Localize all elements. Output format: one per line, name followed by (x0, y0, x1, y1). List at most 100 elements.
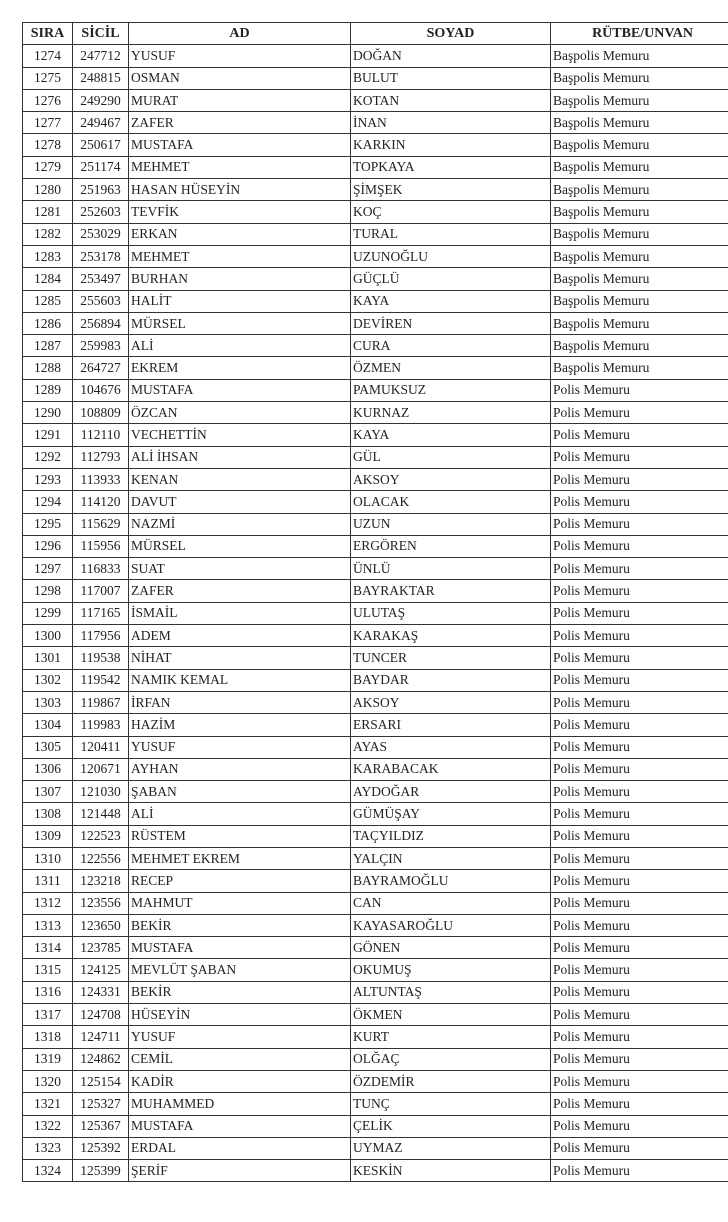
cell-soyad: ŞİMŞEK (350, 178, 551, 202)
cell-sira: 1296 (22, 534, 73, 559)
cell-rutbe: Başpolis Memuru (550, 111, 728, 135)
cell-ad: MURAT (128, 88, 351, 113)
table-row: 1316 124331 BEKİR ALTUNTAŞ Polis Memuru (22, 980, 728, 1005)
cell-sira: 1279 (22, 155, 73, 180)
cell-sira: 1302 (22, 668, 73, 692)
cell-ad: ÖZCAN (128, 401, 351, 425)
table-row: 1283 253178 MEHMET UZUNOĞLU Başpolis Memuru (22, 244, 728, 269)
cell-sira: 1281 (22, 200, 73, 224)
cell-sira: 1294 (22, 490, 73, 514)
cell-ad: YUSUF (128, 1025, 351, 1049)
cell-soyad: OKUMUŞ (350, 958, 551, 982)
cell-sicil: 117956 (72, 624, 129, 648)
cell-rutbe: Polis Memuru (550, 913, 728, 938)
cell-soyad: CURA (350, 334, 551, 358)
cell-rutbe: Polis Memuru (550, 401, 728, 425)
cell-ad: BEKİR (128, 913, 351, 938)
cell-ad: MEVLÜT ŞABAN (128, 958, 351, 982)
cell-soyad: BULUT (350, 66, 551, 90)
table-row: 1323 125392 ERDAL UYMAZ Polis Memuru (22, 1136, 728, 1161)
cell-soyad: KARABACAK (350, 757, 551, 782)
table-row: 1292 112793 ALİ İHSAN GÜL Polis Memuru (22, 445, 728, 469)
cell-sira: 1317 (22, 1003, 73, 1027)
cell-sira: 1298 (22, 579, 73, 603)
cell-soyad: ÜNLÜ (350, 557, 551, 581)
cell-rutbe: Başpolis Memuru (550, 244, 728, 269)
cell-sicil: 248815 (72, 66, 129, 90)
cell-rutbe: Polis Memuru (550, 1136, 728, 1161)
cell-ad: ZAFER (128, 579, 351, 603)
cell-soyad: ÇELİK (350, 1114, 551, 1138)
cell-sira: 1316 (22, 980, 73, 1005)
cell-soyad: KAYA (350, 289, 551, 313)
table-row: 1299 117165 İSMAİL ULUTAŞ Polis Memuru (22, 601, 728, 626)
cell-sicil: 123650 (72, 913, 129, 938)
cell-sira: 1297 (22, 557, 73, 581)
cell-soyad: ÖKMEN (350, 1003, 551, 1027)
cell-rutbe: Polis Memuru (550, 534, 728, 559)
cell-soyad: UZUNOĞLU (350, 244, 551, 269)
cell-rutbe: Polis Memuru (550, 824, 728, 848)
table-row: 1289 104676 MUSTAFA PAMUKSUZ Polis Memuru (22, 378, 728, 403)
cell-sicil: 255603 (72, 289, 129, 313)
cell-sicil: 115629 (72, 512, 129, 536)
cell-ad: CEMİL (128, 1047, 351, 1071)
cell-sicil: 122556 (72, 846, 129, 871)
header-sicil: SİCİL (72, 21, 129, 46)
table-row: 1324 125399 ŞERİF KESKİN Polis Memuru (22, 1159, 728, 1183)
cell-sira: 1314 (22, 936, 73, 960)
cell-ad: ALİ (128, 334, 351, 358)
cell-ad: DAVUT (128, 490, 351, 514)
cell-soyad: GÖNEN (350, 936, 551, 960)
cell-ad: NAZMİ (128, 512, 351, 536)
table-row: 1274 247712 YUSUF DOĞAN Başpolis Memuru (22, 44, 728, 68)
cell-rutbe: Polis Memuru (550, 690, 728, 715)
cell-ad: MÜRSEL (128, 534, 351, 559)
cell-rutbe: Polis Memuru (550, 1025, 728, 1049)
cell-sicil: 125367 (72, 1114, 129, 1138)
table-row: 1297 116833 SUAT ÜNLÜ Polis Memuru (22, 557, 728, 581)
cell-ad: ŞERİF (128, 1159, 351, 1183)
cell-soyad: KAYA (350, 423, 551, 447)
cell-ad: OSMAN (128, 66, 351, 90)
cell-rutbe: Başpolis Memuru (550, 222, 728, 246)
cell-rutbe: Polis Memuru (550, 1069, 728, 1094)
table-row: 1293 113933 KENAN AKSOY Polis Memuru (22, 467, 728, 492)
cell-soyad: TUNCER (350, 646, 551, 670)
cell-soyad: AYDOĞAR (350, 780, 551, 804)
cell-sira: 1274 (22, 44, 73, 68)
cell-rutbe: Polis Memuru (550, 936, 728, 960)
cell-ad: MEHMET EKREM (128, 846, 351, 871)
cell-rutbe: Başpolis Memuru (550, 88, 728, 113)
header-soyad: SOYAD (350, 21, 551, 46)
table-row: 1302 119542 NAMIK KEMAL BAYDAR Polis Memuru (22, 668, 728, 692)
cell-soyad: PAMUKSUZ (350, 378, 551, 403)
cell-sicil: 117165 (72, 601, 129, 626)
cell-ad: MEHMET (128, 155, 351, 180)
cell-sicil: 124125 (72, 958, 129, 982)
cell-sicil: 112793 (72, 445, 129, 469)
table-row: 1315 124125 MEVLÜT ŞABAN OKUMUŞ Polis Memuru (22, 958, 728, 982)
header-rutbe: RÜTBE/UNVAN (550, 21, 728, 46)
cell-rutbe: Başpolis Memuru (550, 155, 728, 180)
cell-sicil: 250617 (72, 133, 129, 157)
cell-rutbe: Başpolis Memuru (550, 178, 728, 202)
cell-rutbe: Polis Memuru (550, 1114, 728, 1138)
table-row: 1279 251174 MEHMET TOPKAYA Başpolis Memuru (22, 155, 728, 180)
cell-ad: ERKAN (128, 222, 351, 246)
cell-soyad: TUNÇ (350, 1092, 551, 1116)
table-row: 1286 256894 MÜRSEL DEVİREN Başpolis Memuru (22, 311, 728, 336)
cell-sicil: 253029 (72, 222, 129, 246)
cell-rutbe: Polis Memuru (550, 958, 728, 982)
table-row: 1298 117007 ZAFER BAYRAKTAR Polis Memuru (22, 579, 728, 603)
cell-soyad: TOPKAYA (350, 155, 551, 180)
cell-sira: 1293 (22, 467, 73, 492)
table-row: 1288 264727 EKREM ÖZMEN Başpolis Memuru (22, 356, 728, 380)
cell-sicil: 124862 (72, 1047, 129, 1071)
cell-rutbe: Başpolis Memuru (550, 356, 728, 380)
cell-sicil: 251963 (72, 178, 129, 202)
cell-soyad: ERGÖREN (350, 534, 551, 559)
cell-rutbe: Polis Memuru (550, 869, 728, 893)
table-row: 1282 253029 ERKAN TURAL Başpolis Memuru (22, 222, 728, 246)
table-row: 1309 122523 RÜSTEM TAÇYILDIZ Polis Memuru (22, 824, 728, 848)
